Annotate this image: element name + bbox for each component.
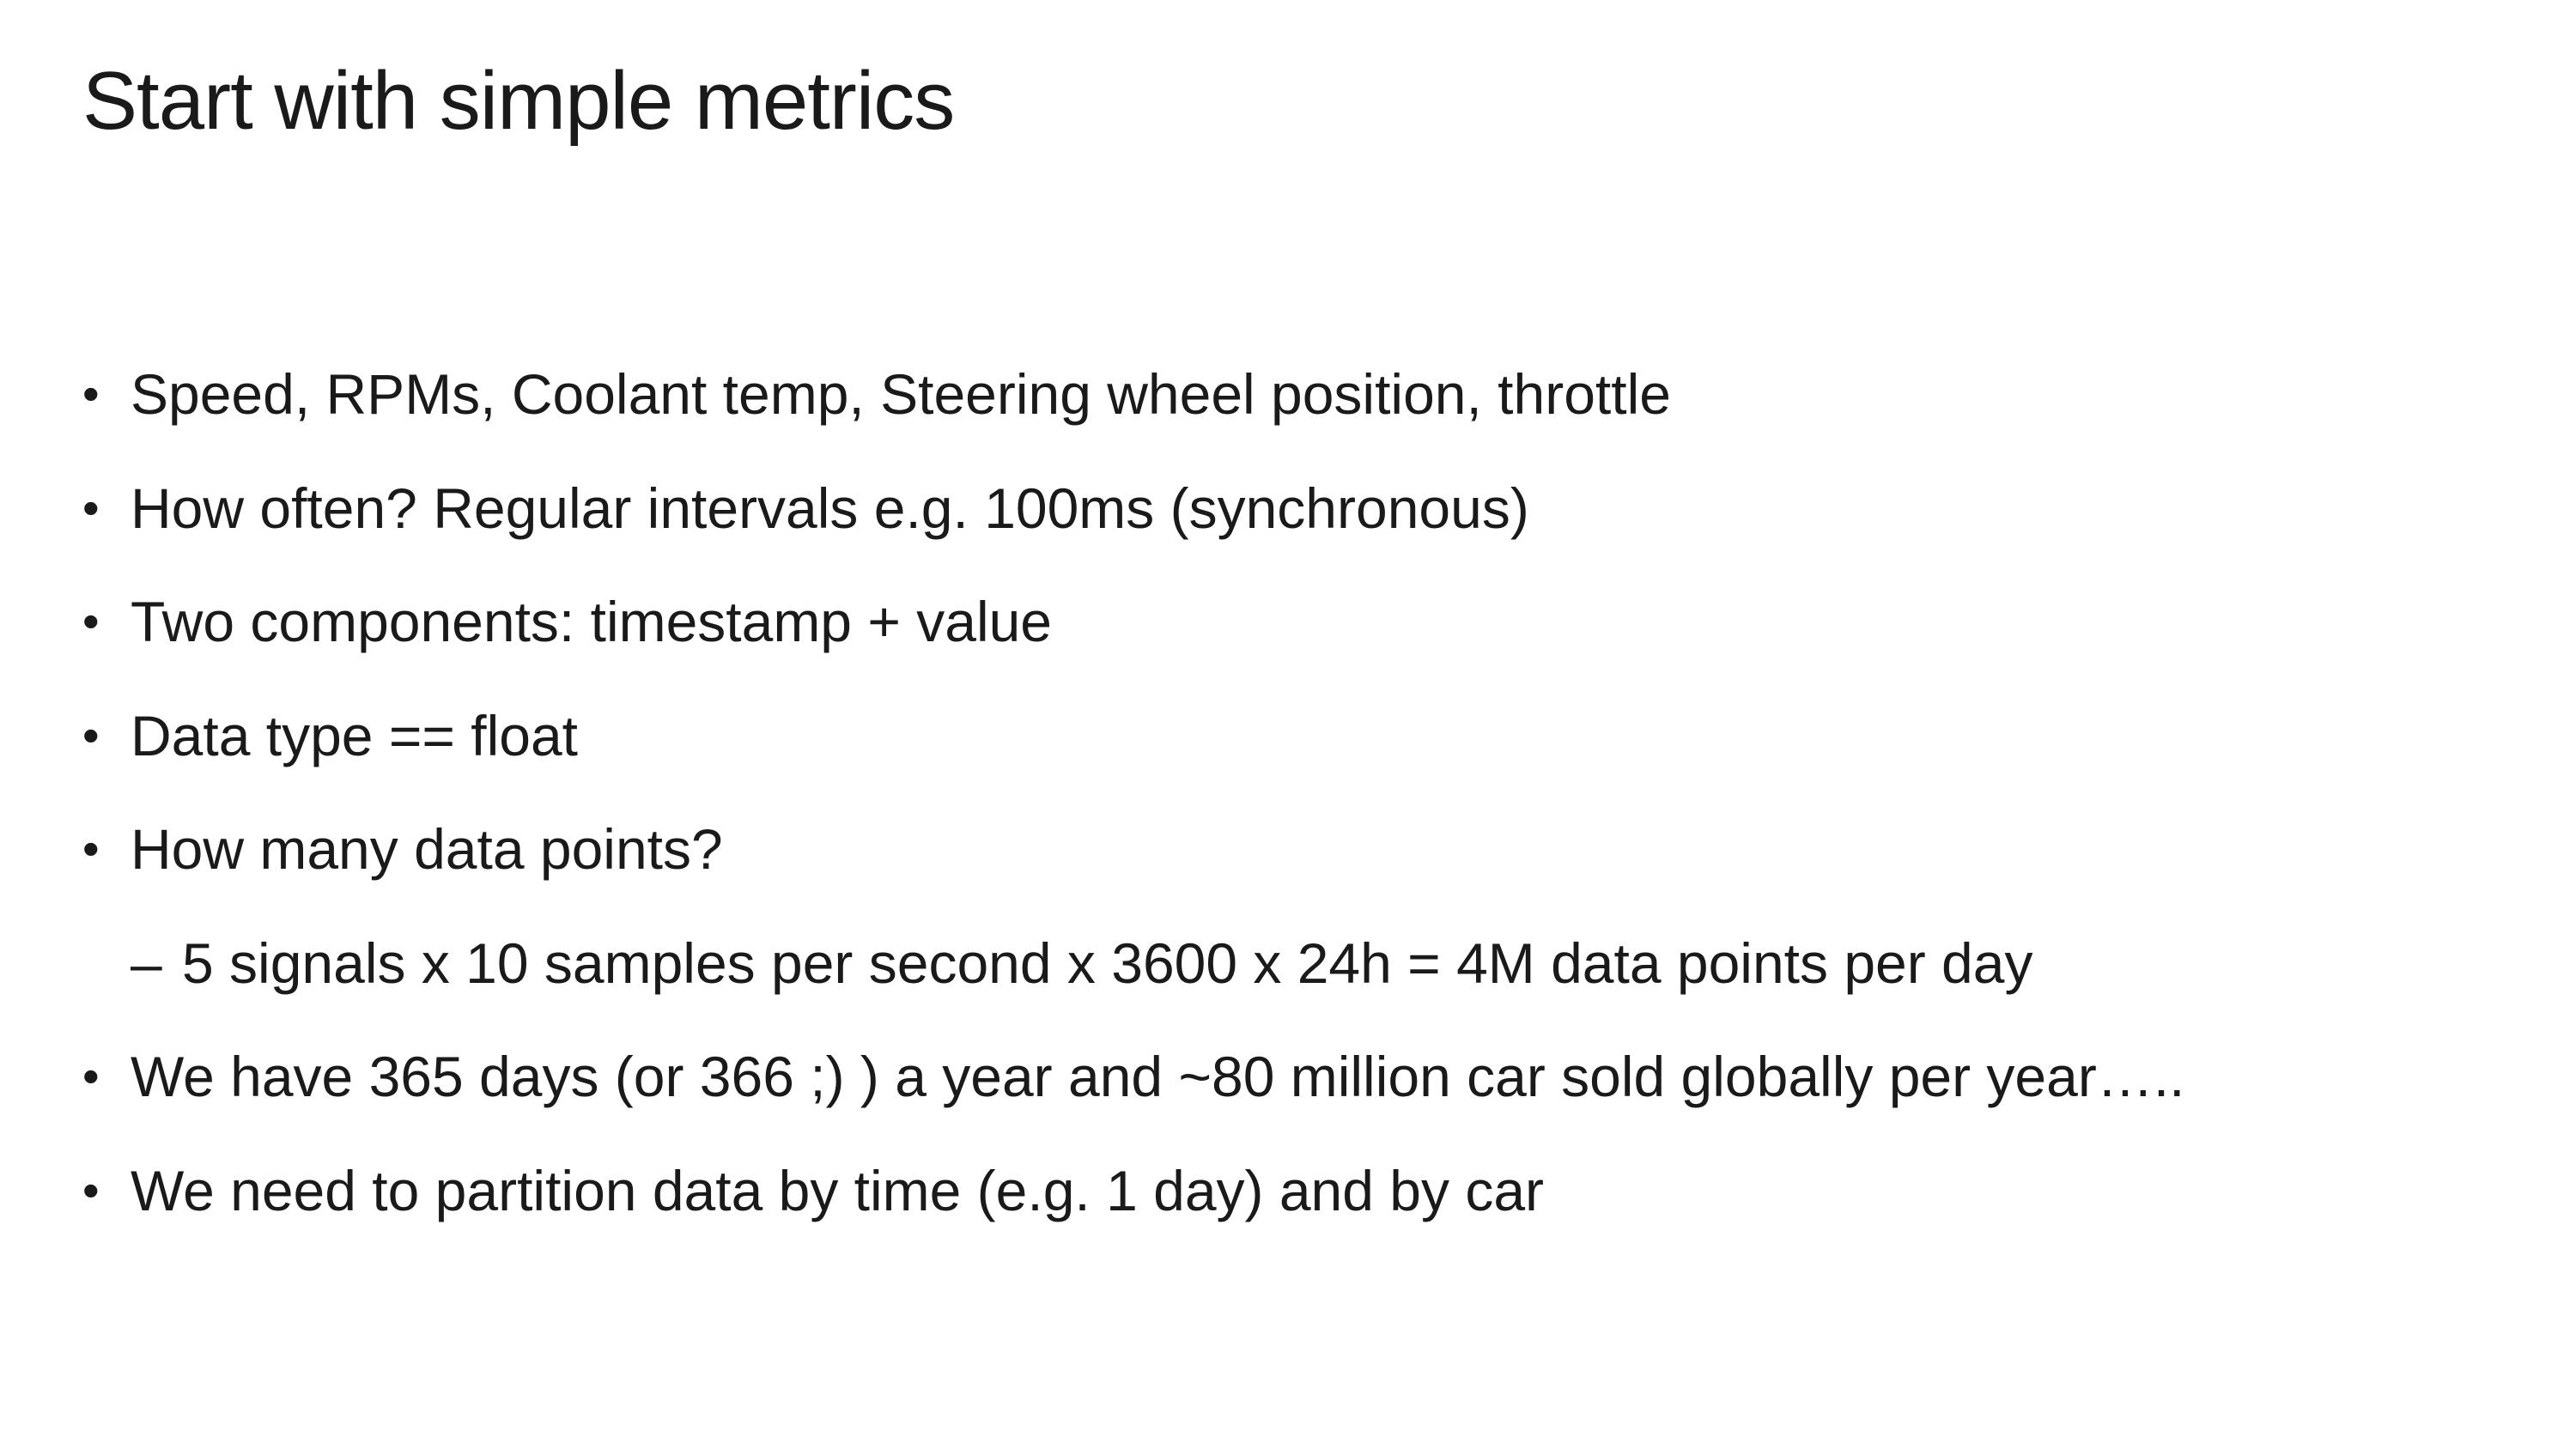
bullet-text: How often? Regular intervals e.g. 100ms … xyxy=(131,476,1529,540)
bullet-item: • Speed, RPMs, Coolant temp, Steering wh… xyxy=(82,337,2487,452)
bullet-text: Two components: timestamp + value xyxy=(131,590,1053,654)
slide-title: Start with simple metrics xyxy=(82,55,955,147)
bullet-text: Data type == float xyxy=(131,703,579,767)
bullet-marker: • xyxy=(82,1162,100,1217)
bullet-item: • We need to partition data by time (e.g… xyxy=(82,1134,2487,1248)
bullet-item: • Two components: timestamp + value xyxy=(82,565,2487,679)
bullet-list: • Speed, RPMs, Coolant temp, Steering wh… xyxy=(82,337,2487,1247)
bullet-item: • Data type == float xyxy=(82,679,2487,793)
bullet-item: • How many data points? xyxy=(82,792,2487,906)
bullet-marker: • xyxy=(82,594,100,649)
bullet-item: • We have 365 days (or 366 ;) ) a year a… xyxy=(82,1020,2487,1134)
bullet-text: How many data points? xyxy=(131,817,723,882)
sub-bullet-text: 5 signals x 10 samples per second x 3600… xyxy=(182,931,2033,995)
bullet-marker: • xyxy=(82,1049,100,1104)
bullet-text: Speed, RPMs, Coolant temp, Steering whee… xyxy=(131,362,1671,427)
bullet-text: We have 365 days (or 366 ;) ) a year and… xyxy=(131,1045,2185,1109)
bullet-marker: • xyxy=(82,822,100,876)
bullet-marker: • xyxy=(82,707,100,762)
sub-bullet-item: – 5 signals x 10 samples per second x 36… xyxy=(82,906,2487,1021)
bullet-text: We need to partition data by time (e.g. … xyxy=(131,1158,1545,1222)
bullet-marker: • xyxy=(82,480,100,535)
sub-bullet-marker: – xyxy=(131,931,162,995)
bullet-item: • How often? Regular intervals e.g. 100m… xyxy=(82,452,2487,566)
bullet-marker: • xyxy=(82,367,100,421)
